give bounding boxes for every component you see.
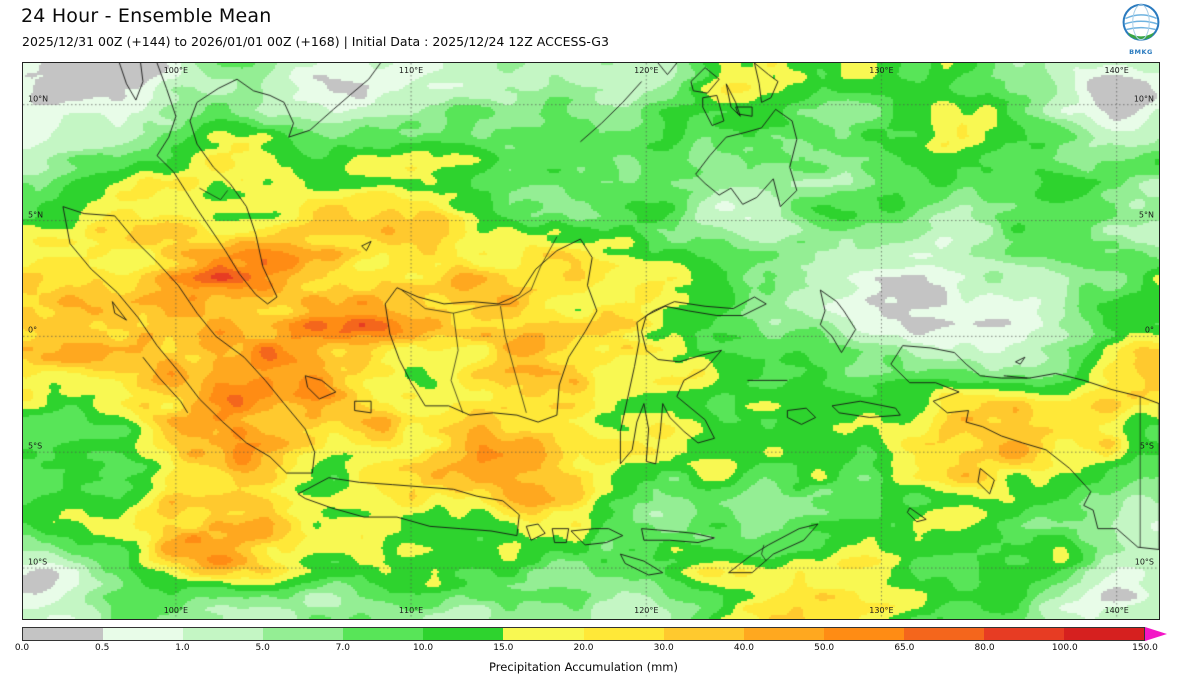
colorbar-tick-label: 7.0 — [335, 643, 351, 653]
lon-tick-label-bottom: 110°E — [398, 606, 424, 615]
colorbar-tick-label: 150.0 — [1132, 643, 1158, 653]
colorbar — [22, 627, 1145, 641]
colorbar-ticks: 0.0 0.5 1.0 5.0 7.0 10.0 15.0 20.0 30.0 40.0 50.0 6… — [15, 643, 1158, 656]
bmkg-logo-label: BMKG — [1129, 48, 1153, 56]
precipitation-map-canvas — [23, 63, 1159, 619]
colorbar-segment — [103, 628, 184, 640]
lon-tick-label-bottom: 140°E — [1104, 606, 1129, 615]
bmkg-logo: BMKG — [1117, 2, 1165, 56]
lon-tick-label-top: 100°E — [163, 66, 189, 75]
lon-tick-label-bottom: 130°E — [869, 606, 894, 615]
colorbar-tick-label: 65.0 — [894, 643, 915, 653]
lat-tick-label-left: 0° — [28, 325, 38, 335]
colorbar-label: Precipitation Accumulation (mm) — [489, 660, 678, 674]
colorbar-segment — [583, 628, 664, 640]
lon-tick-label-top: 110°E — [398, 66, 424, 75]
colorbar-tick-label: 80.0 — [974, 643, 995, 653]
page-title: 24 Hour - Ensemble Mean — [21, 5, 272, 27]
colorbar-segment — [183, 628, 264, 640]
colorbar-tick-label: 20.0 — [573, 643, 594, 653]
colorbar-segment — [423, 628, 504, 640]
colorbar-tick-label: 15.0 — [493, 643, 514, 653]
lon-tick-label-top: 120°E — [634, 66, 659, 75]
lat-tick-label-left: 5°S — [28, 441, 43, 451]
colorbar-segment — [503, 628, 584, 640]
colorbar-segment — [343, 628, 424, 640]
lon-tick-label-bottom: 100°E — [163, 606, 189, 615]
colorbar-segment — [903, 628, 984, 640]
forecast-period-subtitle: 2025/12/31 00Z (+144) to 2026/01/01 00Z … — [22, 34, 609, 49]
colorbar-segment — [663, 628, 744, 640]
map-panel: 100°E 100°E 110°E 110°E 120°E 120°E 130°E 130°E… — [22, 62, 1160, 620]
colorbar-segment — [1064, 628, 1145, 640]
lon-tick-label-top: 130°E — [869, 66, 894, 75]
lat-tick-label-left: 10°N — [28, 94, 49, 104]
colorbar-tick-label: 50.0 — [814, 643, 835, 653]
colorbar-tick-label: 40.0 — [733, 643, 754, 653]
colorbar-tick-label: 0.5 — [95, 643, 110, 653]
colorbar-tick-label: 0.0 — [14, 643, 30, 653]
lat-tick-label-right: 5°N — [1138, 209, 1154, 219]
colorbar-wrap — [22, 627, 1182, 643]
colorbar-segment — [743, 628, 824, 640]
colorbar-tick-label: 5.0 — [255, 643, 270, 653]
lat-tick-label-left: 10°S — [28, 557, 48, 567]
colorbar-overflow-arrow — [1145, 627, 1167, 641]
lat-tick-label-right: 10°N — [1133, 94, 1154, 104]
colorbar-segment — [263, 628, 344, 640]
lat-tick-label-left: 5°N — [28, 209, 44, 219]
lon-tick-label-top: 140°E — [1104, 66, 1129, 75]
colorbar-segment — [823, 628, 904, 640]
colorbar-segment — [983, 628, 1065, 640]
bmkg-globe-icon — [1122, 3, 1160, 41]
lat-tick-label-right: 10°S — [1134, 557, 1154, 567]
colorbar-tick-label: 100.0 — [1051, 643, 1078, 653]
lon-tick-label-bottom: 120°E — [634, 606, 659, 615]
lat-tick-label-right: 0° — [1144, 325, 1154, 335]
colorbar-tick-label: 30.0 — [653, 643, 674, 653]
colorbar-segment — [23, 628, 104, 640]
colorbar-tick-label: 10.0 — [413, 643, 434, 653]
colorbar-tick-label: 1.0 — [175, 643, 190, 653]
lat-tick-label-right: 5°S — [1139, 441, 1154, 451]
